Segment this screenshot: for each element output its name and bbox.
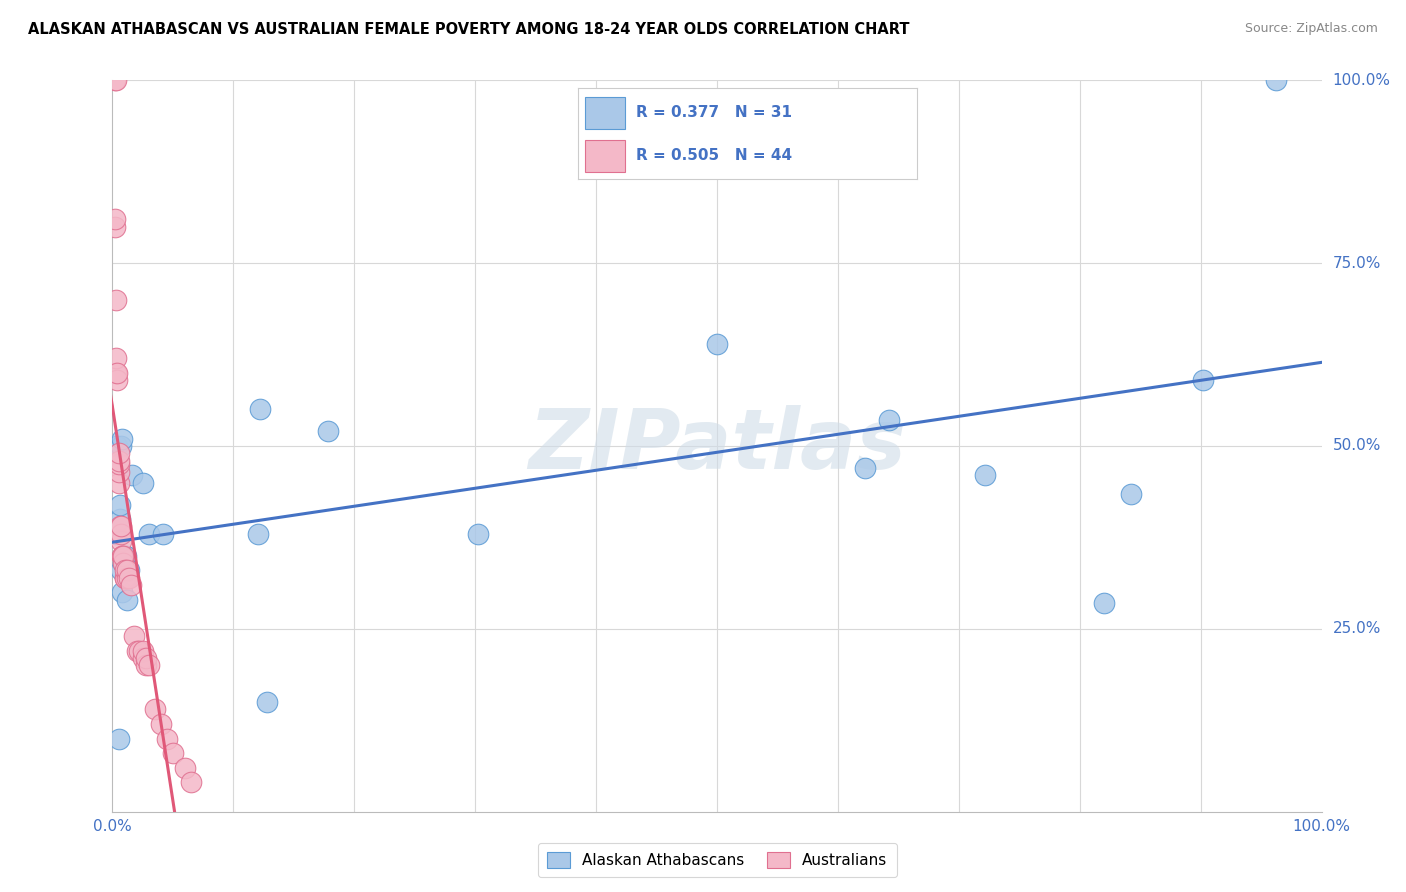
Point (1119, 486, 1142, 500)
Point (107, 475, 129, 490)
Point (467, 526, 489, 541)
Point (110, 526, 132, 541)
Point (114, 571, 136, 585)
Point (138, 526, 160, 541)
Point (108, 498, 131, 512)
Point (135, 658, 157, 673)
Point (105, 526, 128, 541)
Point (316, 425, 339, 439)
Point (108, 512, 131, 526)
Point (112, 549, 135, 563)
Point (111, 549, 134, 563)
Point (110, 439, 132, 453)
Point (114, 563, 136, 577)
Point (125, 644, 148, 658)
Point (105, 366, 128, 380)
Point (114, 549, 136, 563)
Point (108, 519, 131, 533)
Point (128, 644, 150, 658)
Point (107, 465, 129, 479)
Point (111, 432, 134, 446)
Point (256, 695, 278, 709)
Text: 75.0%: 75.0% (1333, 256, 1381, 270)
Point (132, 644, 155, 658)
Text: 25.0%: 25.0% (1333, 622, 1381, 636)
Point (1264, 73, 1286, 87)
Point (104, 73, 127, 87)
Point (1192, 373, 1215, 387)
Point (180, 775, 202, 789)
Point (107, 458, 129, 472)
Point (111, 549, 134, 563)
Point (105, 366, 128, 380)
Point (105, 439, 128, 453)
Text: 50.0%: 50.0% (1333, 439, 1381, 453)
Point (1092, 596, 1115, 610)
Legend: Alaskan Athabascans, Australians: Alaskan Athabascans, Australians (537, 843, 897, 877)
Point (122, 629, 145, 643)
Point (112, 556, 135, 570)
Text: ALASKAN ATHABASCAN VS AUSTRALIAN FEMALE POVERTY AMONG 18-24 YEAR OLDS CORRELATIO: ALASKAN ATHABASCAN VS AUSTRALIAN FEMALE … (28, 22, 910, 37)
Point (974, 468, 997, 483)
Point (174, 761, 197, 775)
Point (249, 402, 271, 417)
Point (111, 585, 134, 599)
Point (110, 519, 132, 533)
Point (118, 571, 141, 585)
Text: Source: ZipAtlas.com: Source: ZipAtlas.com (1244, 22, 1378, 36)
Point (152, 526, 174, 541)
Point (104, 212, 127, 227)
Point (135, 651, 157, 665)
Point (162, 746, 184, 760)
Point (118, 563, 141, 577)
Text: 100.0%: 100.0% (1333, 73, 1391, 87)
Point (132, 651, 155, 665)
Point (149, 717, 172, 731)
Point (107, 453, 129, 467)
Point (114, 571, 136, 585)
Point (115, 592, 138, 607)
Point (115, 571, 138, 585)
Point (105, 293, 128, 307)
Point (706, 336, 728, 351)
Point (112, 556, 135, 570)
Point (853, 461, 876, 475)
Point (107, 446, 129, 460)
Point (132, 475, 155, 490)
Point (877, 413, 900, 427)
Point (105, 73, 128, 87)
Point (105, 373, 128, 387)
Point (143, 702, 166, 716)
Point (121, 468, 143, 483)
Point (110, 534, 132, 549)
Point (105, 351, 128, 366)
Point (114, 549, 136, 563)
Point (104, 219, 127, 234)
Text: ZIPatlas: ZIPatlas (529, 406, 905, 486)
Point (138, 658, 160, 673)
Point (156, 731, 179, 746)
Point (115, 563, 138, 577)
Point (107, 731, 129, 746)
Point (108, 526, 131, 541)
Point (120, 578, 142, 592)
Point (246, 526, 269, 541)
Point (110, 563, 132, 577)
